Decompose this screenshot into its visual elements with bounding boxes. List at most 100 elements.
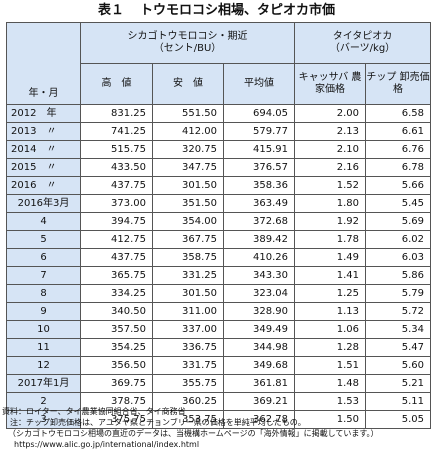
cell-chip: 5.47 (365, 338, 432, 357)
cell-chip: 6.58 (365, 104, 432, 123)
table-row: 2016 〃 437.75 301.50 358.36 1.52 5.66 (6, 176, 432, 195)
table-row: 2016年3月 373.00 351.50 363.49 1.80 5.45 (6, 194, 432, 213)
cell-high: 356.50 (80, 356, 153, 375)
cell-cassava: 1.25 (294, 284, 367, 303)
cell-avg: 363.49 (222, 194, 296, 213)
header-year-month: 年・月 (6, 22, 81, 105)
cell-low: 337.00 (152, 320, 224, 339)
cell-avg: 694.05 (222, 104, 296, 123)
cell-avg: 410.26 (222, 248, 296, 267)
row-label: 4 (6, 212, 81, 231)
table-number: 表１ (97, 3, 124, 18)
table-notes: 資料：ロイター、タイ農業協同組合省、タイ商務省 注：チップ卸売価格は、アユタヤ県… (2, 406, 430, 450)
table-title: 表１ トウモロコシ相場、タピオカ市価 (0, 0, 433, 22)
cell-low: 412.00 (152, 122, 224, 141)
cell-chip: 6.76 (365, 140, 432, 159)
cell-cassava: 2.10 (294, 140, 367, 159)
table-row: 2017年1月 369.75 355.75 361.81 1.48 5.21 (6, 374, 432, 393)
cell-high: 515.75 (80, 140, 153, 159)
cell-avg: 376.57 (222, 158, 296, 177)
table-title-text: トウモロコシ相場、タピオカ市価 (140, 3, 336, 18)
header-low: 安 値 (152, 63, 224, 105)
cell-chip: 6.03 (365, 248, 432, 267)
table-row: 6 437.75 358.75 410.26 1.49 6.03 (6, 248, 432, 267)
row-label: 2014 〃 (6, 140, 81, 159)
cell-high: 365.75 (80, 266, 153, 285)
cell-low: 367.75 (152, 230, 224, 249)
cell-chip: 5.05 (365, 410, 432, 429)
cell-high: 412.75 (80, 230, 153, 249)
cell-high: 373.00 (80, 194, 153, 213)
cell-avg: 415.91 (222, 140, 296, 159)
table-row: 8 334.25 301.50 323.04 1.25 5.79 (6, 284, 432, 303)
cell-low: 320.75 (152, 140, 224, 159)
cell-cassava: 1.48 (294, 374, 367, 393)
cell-avg: 579.77 (222, 122, 296, 141)
cell-low: 358.75 (152, 248, 224, 267)
cell-cassava: 1.28 (294, 338, 367, 357)
table-row: 2015 〃 433.50 347.75 376.57 2.16 6.78 (6, 158, 432, 177)
cell-avg: 349.49 (222, 320, 296, 339)
cell-chip: 6.61 (365, 122, 432, 141)
cell-avg: 328.90 (222, 302, 296, 321)
price-table: 年・月 シカゴトウモロコシ・期近 （セント/BU） タイタピオカ （バーツ/kg… (6, 22, 432, 429)
cell-cassava: 2.16 (294, 158, 367, 177)
row-label: 3 (6, 410, 81, 429)
row-label: 2015 〃 (6, 158, 81, 177)
table-row: 12 356.50 331.75 349.68 1.51 5.60 (6, 356, 432, 375)
cell-cassava: 1.50 (294, 410, 367, 429)
cell-chip: 5.34 (365, 320, 432, 339)
cell-cassava: 2.13 (294, 122, 367, 141)
cell-high: 340.50 (80, 302, 153, 321)
cell-low: 354.00 (152, 212, 224, 231)
cell-high: 831.25 (80, 104, 153, 123)
cell-cassava: 1.92 (294, 212, 367, 231)
cell-high: 394.75 (80, 212, 153, 231)
cell-low: 301.50 (152, 176, 224, 195)
cell-cassava: 1.49 (294, 248, 367, 267)
table-row: 5 412.75 367.75 389.42 1.78 6.02 (6, 230, 432, 249)
row-label: 10 (6, 320, 81, 339)
cell-avg: 323.04 (222, 284, 296, 303)
header-chip: チップ 卸売価格 (365, 63, 432, 105)
cell-cassava: 1.51 (294, 356, 367, 375)
table-row: 10 357.50 337.00 349.49 1.06 5.34 (6, 320, 432, 339)
source-note: 資料：ロイター、タイ農業協同組合省、タイ商務省 (2, 407, 186, 416)
cell-cassava: 1.80 (294, 194, 367, 213)
header-avg: 平均値 (222, 63, 296, 105)
table-row: 2014 〃 515.75 320.75 415.91 2.10 6.76 (6, 140, 432, 159)
table-row: 9 340.50 311.00 328.90 1.13 5.72 (6, 302, 432, 321)
cell-high: 437.75 (80, 248, 153, 267)
cell-cassava: 1.06 (294, 320, 367, 339)
table-row: 2013 〃 741.25 412.00 579.77 2.13 6.61 (6, 122, 432, 141)
cell-chip: 5.21 (365, 374, 432, 393)
cell-high: 741.25 (80, 122, 153, 141)
row-label: 2016年3月 (6, 194, 81, 213)
table-row: 2012 年 831.25 551.50 694.05 2.00 6.58 (6, 104, 432, 123)
row-label: 12 (6, 356, 81, 375)
cell-high: 437.75 (80, 176, 153, 195)
header-high: 高 値 (80, 63, 153, 105)
row-label: 2013 〃 (6, 122, 81, 141)
cell-cassava: 1.13 (294, 302, 367, 321)
header-corn-unit: （セント/BU） (153, 43, 222, 54)
row-label: 9 (6, 302, 81, 321)
cell-low: 551.50 (152, 104, 224, 123)
cell-high: 369.75 (80, 374, 153, 393)
cell-high: 334.25 (80, 284, 153, 303)
header-cassava: キャッサバ 農家価格 (294, 63, 367, 105)
row-label: 7 (6, 266, 81, 285)
header-tapioca-title: タイタピオカ (332, 31, 393, 42)
cell-avg: 362.78 (222, 410, 296, 429)
cell-avg: 361.81 (222, 374, 296, 393)
cell-low: 331.25 (152, 266, 224, 285)
cell-chip: 5.79 (365, 284, 432, 303)
cell-high: 354.25 (80, 338, 153, 357)
cell-chip: 5.72 (365, 302, 432, 321)
header-tapioca-unit: （バーツ/kg） (329, 43, 396, 54)
cell-cassava: 1.41 (294, 266, 367, 285)
table-row: 4 394.75 354.00 372.68 1.92 5.69 (6, 212, 432, 231)
table-row: 3 375.75 353.75 362.78 1.50 5.05 (6, 410, 432, 429)
cell-low: 301.50 (152, 284, 224, 303)
cell-low: 355.75 (152, 374, 224, 393)
